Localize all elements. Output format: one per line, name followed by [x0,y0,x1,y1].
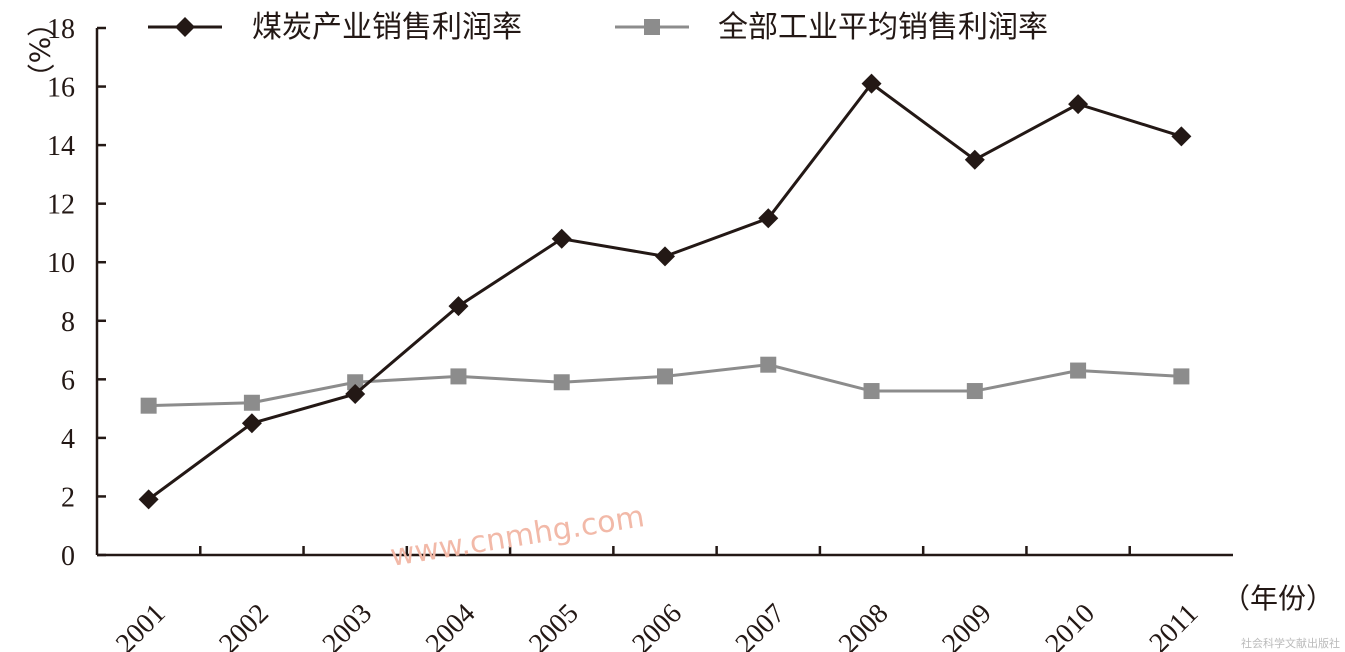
data-point [861,73,882,94]
data-point [553,374,570,391]
data-point [347,374,364,391]
x-tick-label: 2010 [1040,598,1102,652]
x-tick-label: 2001 [110,598,172,652]
y-tick-label: 14 [47,131,75,162]
y-axis-unit-label: （%） [23,9,56,92]
x-tick-label: 2011 [1144,598,1205,652]
data-point [241,413,262,434]
x-tick-label: 2005 [523,598,585,652]
y-tick-label: 6 [61,365,75,396]
data-point [1070,362,1087,379]
series-line [147,81,1182,501]
data-point [551,228,572,249]
publisher-credit: 社会科学文献出版社 [1241,636,1340,650]
data-point [448,296,469,317]
data-point [1171,126,1192,147]
y-tick-label: 18 [47,14,75,45]
x-tick-label: 2003 [317,598,379,652]
watermark-text: www.cnmhg.com [388,499,647,574]
data-point [243,394,260,411]
data-point [1068,94,1089,115]
y-axis-ticks: 0 2 4 6 8 10 12 14 16 18 [47,14,106,572]
data-point [758,208,779,229]
data-point [966,383,983,400]
data-point [138,489,159,510]
data-point [655,246,675,267]
data-point [657,368,673,385]
x-tick-label: 2002 [213,598,275,652]
series-industry-average [140,356,1190,414]
diamond-marker-icon [175,17,195,37]
x-tick-label: 2004 [420,598,482,652]
y-tick-label: 4 [61,424,75,455]
data-point [345,383,366,404]
y-tick-label: 10 [47,248,75,279]
data-point [863,383,880,400]
series-coal-industry [138,73,1192,510]
series-layer [138,73,1192,510]
data-point [760,356,777,373]
x-axis-unit-label: （年份） [1222,582,1334,615]
data-point [964,149,985,170]
y-tick-label: 2 [61,482,75,513]
data-point [1173,368,1190,385]
y-tick-label: 0 [61,541,75,572]
legend: 煤炭产业销售利润率 全部工业平均销售利润率 [148,10,1048,45]
data-point [450,368,467,385]
legend-label: 全部工业平均销售利润率 [718,10,1048,45]
x-tick-label: 2007 [730,598,792,652]
axes [95,28,1233,557]
x-tick-label: 2006 [626,598,688,652]
x-tick-label: 2009 [936,598,998,652]
y-tick-label: 16 [47,73,75,104]
y-tick-label: 12 [47,190,75,221]
x-axis-ticks: 2001 2002 2003 2004 2005 2006 2007 2008 2009 2010… [110,546,1204,652]
x-tick-label: 2008 [833,598,895,652]
legend-item: 煤炭产业销售利润率 [148,10,522,45]
y-tick-label: 8 [61,307,75,338]
data-point [140,397,157,414]
legend-item: 全部工业平均销售利润率 [615,10,1048,45]
legend-label: 煤炭产业销售利润率 [252,10,522,45]
square-marker-icon [644,19,660,35]
